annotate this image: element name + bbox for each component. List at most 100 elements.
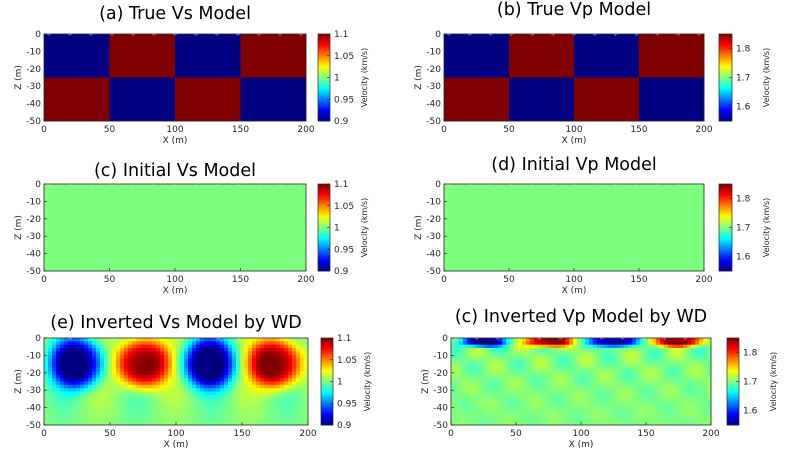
field-cell — [521, 418, 527, 423]
receiver-row: * * * * * * * * * * * * * — [47, 31, 303, 40]
colorbar-swatch — [318, 223, 330, 227]
x-tick-label: 150 — [232, 125, 249, 135]
field-cell — [212, 421, 217, 426]
field-cell — [288, 384, 293, 389]
field-cell — [592, 368, 598, 372]
field-cell — [156, 381, 161, 386]
field-cell — [284, 408, 289, 413]
field-cell — [557, 348, 562, 352]
field-cell — [208, 361, 213, 366]
field-cell — [573, 404, 578, 409]
field-cell — [541, 394, 546, 399]
field-cell — [474, 388, 479, 392]
field-cell — [466, 338, 472, 342]
colorbar-swatch — [719, 187, 732, 190]
field-cell — [172, 391, 177, 396]
field-cell — [636, 338, 641, 342]
model-cell — [44, 34, 110, 78]
field-cell — [108, 418, 113, 423]
field-cell — [687, 414, 692, 419]
field-cell — [545, 371, 550, 376]
field-cell — [288, 358, 293, 362]
field-cell — [651, 414, 657, 419]
field-cell — [683, 341, 688, 346]
field-cell — [636, 354, 641, 359]
field-cell — [494, 411, 499, 416]
field-cell — [128, 421, 133, 426]
field-cell — [533, 374, 539, 379]
field-cell — [168, 398, 173, 402]
field-cell — [474, 364, 479, 369]
x-tick-label: 200 — [702, 429, 719, 439]
field-cell — [565, 338, 570, 342]
field-cell — [584, 364, 590, 369]
field-cell — [454, 364, 460, 369]
field-cell — [466, 384, 472, 389]
field-cell — [521, 351, 527, 356]
receiver-marker: * — [537, 335, 541, 344]
field-cell — [581, 394, 586, 399]
field-cell — [296, 414, 301, 419]
field-cell — [553, 398, 558, 402]
field-cell — [561, 374, 566, 379]
field-cell — [236, 371, 241, 376]
receiver-marker: * — [572, 31, 576, 40]
field-cell — [144, 388, 149, 392]
field-cell — [192, 388, 197, 392]
field-cell — [284, 348, 289, 352]
field-cell — [52, 348, 57, 352]
field-cell — [640, 404, 645, 409]
field-cell — [120, 358, 125, 362]
receiver-marker: * — [215, 181, 219, 190]
field-cell — [280, 354, 285, 359]
field-cell — [44, 418, 49, 423]
field-cell — [204, 404, 209, 409]
field-cell — [192, 344, 197, 349]
field-cell — [707, 358, 712, 362]
x-tick-label: 0 — [41, 275, 47, 285]
field-cell — [140, 341, 145, 346]
field-cell — [76, 351, 81, 356]
field-cell — [168, 404, 173, 409]
field-cell — [502, 364, 507, 369]
field-cell — [224, 421, 229, 426]
field-cell — [180, 418, 185, 423]
colorbar-swatch — [719, 77, 732, 80]
field-cell — [691, 408, 696, 413]
field-cell — [596, 338, 602, 342]
field-cell — [176, 421, 181, 426]
field-cell — [184, 391, 189, 396]
field-cell — [52, 401, 57, 406]
field-cell — [647, 374, 653, 379]
field-cell — [64, 351, 69, 356]
field-cell — [296, 364, 301, 369]
field-cell — [108, 391, 113, 396]
field-cell — [68, 381, 73, 386]
field-cell — [588, 364, 594, 369]
field-cell — [160, 401, 165, 406]
field-cell — [482, 421, 487, 426]
field-cell — [168, 368, 173, 372]
field-cell — [268, 381, 273, 386]
field-cell — [272, 351, 277, 356]
field-cell — [144, 381, 149, 386]
colorbar-tick-label: 1.7 — [736, 224, 750, 234]
field-cell — [84, 394, 89, 399]
field-cell — [60, 341, 65, 346]
field-cell — [176, 374, 181, 379]
field-cell — [104, 361, 109, 366]
field-cell — [510, 394, 515, 399]
field-cell — [596, 374, 602, 379]
field-cell — [152, 348, 157, 352]
field-cell — [160, 344, 165, 349]
field-cell — [458, 344, 464, 349]
field-cell — [628, 371, 633, 376]
field-cell — [541, 348, 546, 352]
field-cell — [458, 381, 464, 386]
field-cell — [260, 358, 265, 362]
field-cell — [256, 384, 261, 389]
field-cell — [256, 411, 261, 416]
field-cell — [288, 344, 293, 349]
field-cell — [581, 368, 586, 372]
field-cell — [264, 378, 269, 382]
